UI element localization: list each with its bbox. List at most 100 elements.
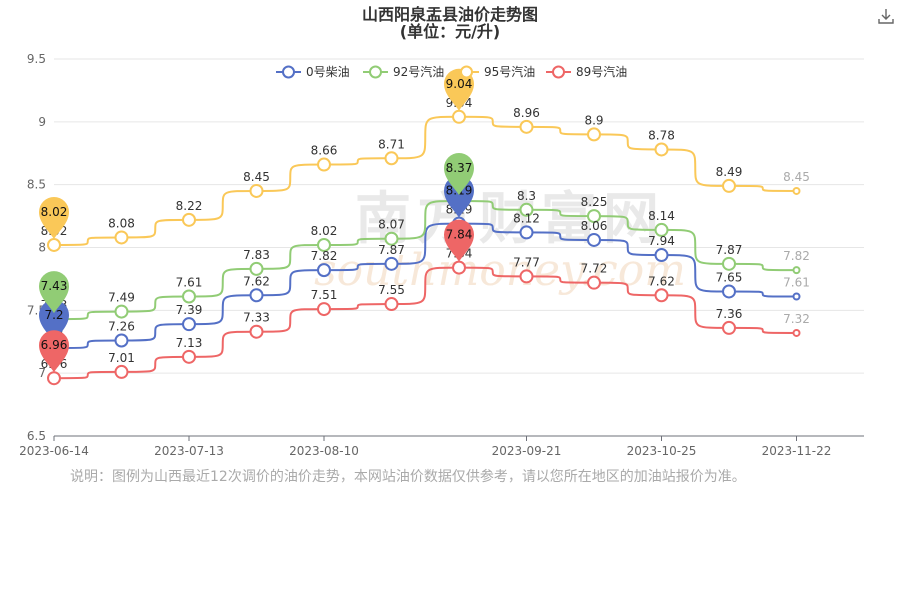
data-label: 8.9 [584, 113, 603, 127]
data-point [654, 222, 669, 237]
data-label: 8.45 [783, 170, 810, 184]
data-label: 7.36 [716, 307, 743, 321]
y-tick-label: 9.5 [27, 52, 46, 66]
data-point [654, 288, 669, 303]
watermark-en-text: southmoney.com [314, 245, 686, 296]
extreme-pin [444, 175, 474, 218]
data-point [722, 284, 736, 299]
data-point [384, 231, 399, 246]
legend-item-1[interactable]: 92号汽油 [363, 64, 444, 79]
data-point [792, 186, 801, 195]
data-label: 7.51 [311, 288, 338, 302]
extreme-pin [39, 330, 69, 373]
data-point [317, 263, 331, 278]
extreme-pin-label: 8.37 [446, 161, 473, 175]
chart-note: 说明：图例为山西最近12次调价的油价走势，本网站油价数据仅供参考，请以您所在地区… [70, 469, 746, 485]
x-tick-label: 2023-07-13 [154, 444, 224, 458]
legend-label: 92号汽油 [393, 64, 444, 79]
y-tick-label: 8.5 [27, 178, 46, 192]
data-point [114, 333, 129, 348]
data-label: 7.01 [108, 351, 135, 365]
download-icon[interactable] [876, 6, 896, 26]
y-axis-ticks: 6.577.588.599.5 [27, 52, 46, 443]
data-label: 8.02 [311, 224, 338, 238]
data-label: 7.39 [176, 303, 203, 317]
legend-marker [282, 65, 295, 79]
data-label: 7.33 [243, 311, 270, 325]
data-point [587, 209, 601, 224]
series-line-0 [53, 222, 797, 350]
extreme-pin-label: 7.2 [44, 308, 63, 322]
chart-title: 山西阳泉盂县油价走势图 [362, 5, 538, 24]
legend-marker [460, 65, 473, 79]
x-axis: 2023-06-14 2023-07-13 2023-08-10 2023-09-21… [19, 435, 864, 458]
data-point [114, 230, 129, 245]
y-tick-label: 8 [38, 241, 46, 255]
extreme-pin [444, 219, 474, 262]
data-label: 7.82 [311, 249, 338, 263]
data-label: 8.45 [243, 170, 270, 184]
x-tick-label: 2023-09-21 [492, 444, 562, 458]
data-point [654, 248, 669, 263]
data-label: 7.83 [243, 248, 270, 262]
data-point [182, 212, 196, 227]
data-label: 8.14 [648, 209, 675, 223]
data-point [792, 292, 801, 301]
data-point [249, 261, 264, 276]
data-point [452, 109, 466, 124]
y-tick-label: 9 [38, 115, 46, 129]
data-label: 7.62 [243, 274, 270, 288]
data-label: 7.49 [108, 291, 135, 305]
data-point [792, 328, 801, 337]
legend[interactable]: 0号柴油 92号汽油 95号汽油 89号汽油 [276, 64, 627, 79]
series-line-2 [53, 115, 797, 246]
data-point [249, 288, 264, 303]
legend-marker [552, 65, 565, 79]
data-label: 8.12 [513, 211, 540, 225]
data-point [182, 289, 196, 304]
extreme-pin-label: 9.04 [446, 77, 473, 91]
chart-subtitle: (单位：元/升) [400, 22, 500, 41]
extreme-pin-label: 7.43 [41, 279, 68, 293]
data-label: 8.49 [716, 165, 743, 179]
data-label: 7.87 [378, 243, 405, 257]
data-label: 7.82 [783, 249, 810, 263]
data-label: 7.13 [176, 336, 203, 350]
data-point [182, 317, 196, 332]
y-tick-label: 6.5 [27, 429, 46, 443]
data-point [654, 142, 669, 157]
data-point [317, 157, 331, 172]
data-labels: 7.27.267.397.627.827.878.198.128.067.947… [41, 96, 810, 371]
watermark: 南方财富网 southmoney.com [314, 187, 686, 296]
data-label: 8.08 [108, 216, 135, 230]
data-point [384, 151, 399, 166]
data-label: 7.61 [783, 276, 810, 290]
data-point [317, 237, 331, 252]
data-point [792, 266, 801, 275]
data-point [722, 178, 736, 193]
x-tick-label: 2023-10-25 [627, 444, 697, 458]
legend-item-3[interactable]: 89号汽油 [546, 64, 627, 79]
extreme-pin [39, 271, 69, 314]
data-label: 8.22 [176, 199, 203, 213]
extreme-pin [39, 300, 69, 343]
extreme-pins: 7.28.197.438.378.029.046.967.84 [39, 68, 474, 373]
data-label: 8.78 [648, 128, 675, 142]
data-point [182, 349, 196, 364]
extreme-pin [444, 153, 474, 196]
x-tick-label: 2023-11-22 [762, 444, 832, 458]
extreme-pin [444, 68, 474, 111]
data-label: 8.96 [513, 106, 540, 120]
legend-item-0[interactable]: 0号柴油 [276, 65, 350, 79]
legend-label: 95号汽油 [484, 64, 535, 79]
data-point [47, 237, 61, 252]
data-label: 8.25 [581, 195, 608, 209]
legend-marker [369, 65, 382, 79]
extreme-pin-label: 6.96 [41, 338, 68, 352]
x-tick-label: 2023-08-10 [289, 444, 359, 458]
legend-item-2[interactable]: 95号汽油 [454, 64, 535, 79]
data-point [384, 256, 399, 271]
data-point [519, 202, 534, 217]
extreme-pin-label: 7.84 [446, 228, 473, 242]
